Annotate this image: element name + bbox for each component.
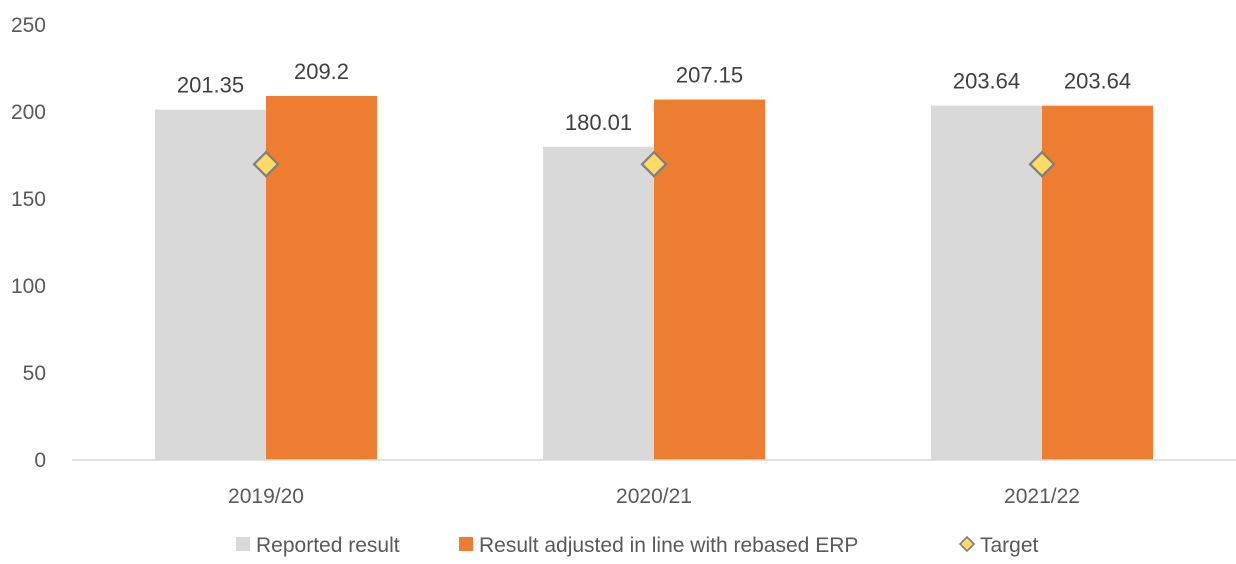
y-tick-label: 200	[11, 101, 46, 124]
y-tick-label: 0	[34, 449, 46, 472]
bar-value-label: 203.64	[953, 69, 1020, 94]
legend: Reported result Result adjusted in line w…	[236, 534, 1039, 557]
bar	[931, 105, 1042, 461]
bar-value-label: 180.01	[565, 110, 632, 135]
legend-label: Target	[980, 534, 1039, 557]
legend-swatch	[236, 537, 250, 551]
x-tick-label: 2020/21	[616, 485, 692, 508]
y-tick-label: 100	[11, 275, 46, 298]
bar-value-label: 201.35	[177, 73, 244, 98]
x-tick-label: 2021/22	[1004, 485, 1080, 508]
bar	[1042, 105, 1153, 461]
target-marker	[1028, 150, 1056, 178]
legend-label: Reported result	[256, 534, 400, 557]
x-axis-tick-labels: 2019/20 2020/21 2021/22	[228, 485, 1080, 508]
y-axis-tick-labels: 0 50 100 150 200 250	[11, 14, 46, 472]
data-labels: 201.35 209.2 180.01 207.15 203.64 203.64	[177, 59, 1131, 135]
bar-value-label: 209.2	[294, 59, 349, 84]
legend-label: Result adjusted in line with rebased ERP	[479, 534, 858, 557]
bar	[543, 146, 654, 460]
bar	[155, 109, 266, 460]
bar	[266, 95, 377, 460]
legend-swatch	[958, 535, 976, 553]
bar	[654, 99, 765, 461]
y-tick-label: 250	[11, 14, 46, 37]
y-tick-label: 50	[23, 362, 46, 385]
target-marker	[252, 150, 280, 178]
bar-value-label: 207.15	[676, 63, 743, 88]
bar-value-label: 203.64	[1064, 69, 1131, 94]
target-marker	[640, 150, 668, 178]
target-markers	[252, 150, 1056, 178]
x-tick-label: 2019/20	[228, 485, 304, 508]
y-tick-label: 150	[11, 188, 46, 211]
bar-series	[155, 95, 1153, 461]
legend-swatch	[459, 537, 473, 551]
